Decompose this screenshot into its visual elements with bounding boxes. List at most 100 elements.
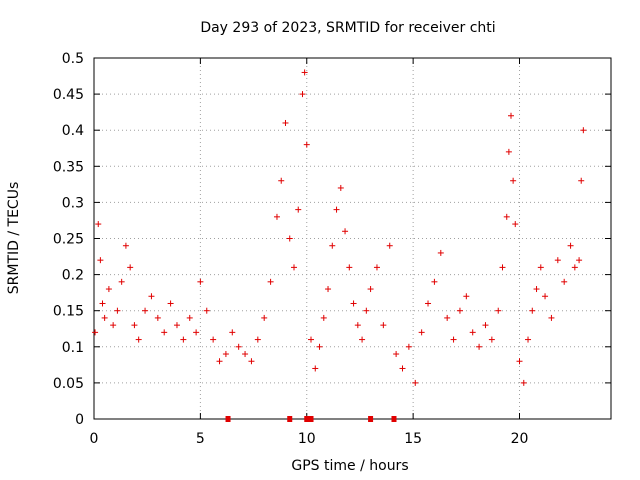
data-point (105, 286, 112, 293)
y-tick-label: 0.2 (62, 268, 84, 284)
data-point (516, 358, 523, 365)
data-point (463, 293, 470, 300)
y-tick-label: 0.3 (62, 195, 84, 211)
y-tick-label: 0.25 (53, 232, 84, 248)
data-point (303, 141, 310, 148)
data-point (316, 343, 323, 350)
data-point (363, 307, 370, 314)
data-point (222, 351, 229, 358)
data-point (367, 286, 374, 293)
y-tick-label: 0 (75, 412, 84, 428)
data-point (580, 127, 587, 134)
zero-value-point (368, 416, 374, 422)
x-tick-label: 0 (90, 431, 99, 447)
data-point (505, 148, 512, 155)
data-point (578, 177, 585, 184)
data-point (373, 264, 380, 271)
data-point (333, 206, 340, 213)
grid (94, 58, 611, 419)
x-tick-label: 20 (511, 431, 529, 447)
data-point (405, 343, 412, 350)
data-point (203, 307, 210, 314)
data-point (161, 329, 168, 336)
data-point (197, 278, 204, 285)
data-point (193, 329, 200, 336)
x-tick-label: 5 (196, 431, 205, 447)
data-point (359, 336, 366, 343)
data-point (399, 365, 406, 372)
data-point (118, 278, 125, 285)
data-point (97, 257, 104, 264)
data-point (167, 300, 174, 307)
data-point (186, 314, 193, 321)
data-point (476, 343, 483, 350)
data-point (520, 379, 527, 386)
zero-value-point (308, 416, 314, 422)
data-point (278, 177, 285, 184)
data-point (437, 249, 444, 256)
data-point (561, 278, 568, 285)
data-point (101, 314, 108, 321)
data-point (235, 343, 242, 350)
data-point (110, 322, 117, 329)
data-point (216, 358, 223, 365)
data-point (529, 307, 536, 314)
data-point (444, 314, 451, 321)
data-point (286, 235, 293, 242)
data-point (512, 221, 519, 228)
plot-border (93, 57, 612, 420)
data-point (273, 213, 280, 220)
data-point (142, 307, 149, 314)
data-point (295, 206, 302, 213)
data-point (301, 69, 308, 76)
data-point (482, 322, 489, 329)
data-point (148, 293, 155, 300)
data-point (525, 336, 532, 343)
data-point (325, 286, 332, 293)
data-point (537, 264, 544, 271)
y-tick-label: 0.05 (53, 376, 84, 392)
data-point (542, 293, 549, 300)
x-tick-label: 15 (404, 431, 422, 447)
y-tick-label: 0.45 (53, 87, 84, 103)
data-point (350, 300, 357, 307)
data-point (135, 336, 142, 343)
data-point (425, 300, 432, 307)
data-point (431, 278, 438, 285)
data-point (393, 351, 400, 358)
data-point (173, 322, 180, 329)
data-point (180, 336, 187, 343)
data-point (488, 336, 495, 343)
data-point (114, 307, 121, 314)
data-point (503, 213, 510, 220)
plot-frame (93, 57, 612, 420)
data-point (320, 314, 327, 321)
data-point (92, 329, 99, 336)
data-point (210, 336, 217, 343)
data-point (254, 336, 261, 343)
zero-value-point (225, 416, 231, 422)
data-point (290, 264, 297, 271)
data-point (567, 242, 574, 249)
data-point (329, 242, 336, 249)
data-point (261, 314, 268, 321)
data-point (354, 322, 361, 329)
axis-ticks: 0 0.05 0.1 0.15 0.2 0.25 0.3 0.35 0.4 0.45 0.5 0 5 10… (53, 51, 611, 447)
x-axis-label: GPS time / hours (291, 458, 408, 474)
zero-value-point (391, 416, 397, 422)
data-point (386, 242, 393, 249)
data-point (412, 379, 419, 386)
data-point (337, 184, 344, 191)
data-point (308, 336, 315, 343)
zero-value-point (287, 416, 293, 422)
x-tick-label: 10 (298, 431, 316, 447)
data-point (495, 307, 502, 314)
data-point (456, 307, 463, 314)
data-point (499, 264, 506, 271)
data-point (248, 358, 255, 365)
data-points (92, 69, 587, 422)
data-point (95, 221, 102, 228)
data-point (131, 322, 138, 329)
